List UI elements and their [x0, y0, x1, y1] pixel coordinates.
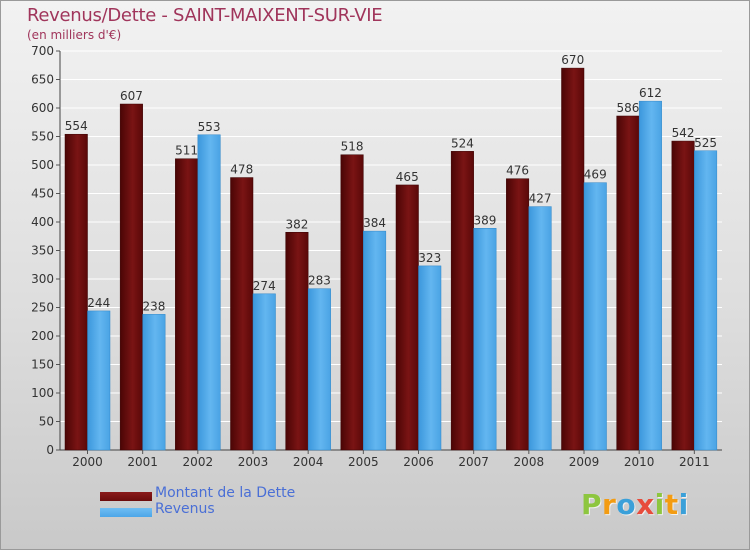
data-label-dette: 542 [672, 126, 695, 140]
bar-dette [175, 158, 199, 451]
data-label-revenus: 244 [87, 296, 110, 310]
legend-swatch-revenus [100, 508, 152, 517]
x-tick-label: 2002 [183, 455, 214, 469]
x-tick-label: 2010 [624, 455, 655, 469]
bar-revenus [197, 134, 221, 451]
bar-revenus [583, 182, 607, 451]
bar-revenus [363, 230, 387, 451]
legend-label-dette: Montant de la Dette [155, 485, 296, 501]
legend-label-revenus: Revenus [155, 501, 215, 517]
proxiti-logo: Proxiti [581, 488, 689, 521]
bar-revenus [473, 228, 497, 451]
bar-revenus [528, 206, 552, 451]
x-tick-label: 2007 [458, 455, 489, 469]
data-label-dette: 554 [65, 119, 88, 133]
y-tick-label: 50 [39, 415, 54, 429]
bar-dette [506, 178, 530, 451]
x-tick-label: 2000 [72, 455, 103, 469]
data-label-revenus: 525 [694, 136, 717, 150]
bar-revenus [87, 310, 111, 451]
bar-dette [450, 151, 474, 451]
y-tick-label: 650 [31, 73, 54, 87]
bar-dette [616, 115, 640, 451]
data-label-revenus: 238 [142, 299, 165, 313]
x-tick-label: 2003 [238, 455, 269, 469]
data-label-dette: 607 [120, 89, 143, 103]
x-tick-label: 2009 [569, 455, 600, 469]
data-label-revenus: 469 [584, 168, 607, 182]
logo-letter: t [664, 488, 679, 521]
bar-dette [119, 103, 143, 451]
bar-revenus [252, 293, 276, 451]
y-tick-label: 700 [31, 44, 54, 58]
data-label-revenus: 553 [198, 120, 221, 134]
y-tick-label: 500 [31, 158, 54, 172]
bar-dette [561, 67, 585, 451]
bar-dette [285, 232, 309, 451]
bar-revenus [418, 265, 442, 451]
y-tick-label: 600 [31, 101, 54, 115]
data-label-dette: 382 [285, 217, 308, 231]
bar-revenus [694, 150, 718, 451]
y-tick-label: 400 [31, 215, 54, 229]
y-tick-label: 450 [31, 187, 54, 201]
y-tick-label: 300 [31, 272, 54, 286]
x-tick-label: 2001 [127, 455, 158, 469]
logo-letter: o [616, 488, 637, 521]
bar-dette [395, 184, 419, 451]
data-label-revenus: 274 [253, 279, 276, 293]
legend-swatch-dette [100, 492, 152, 501]
bar-revenus [307, 288, 331, 451]
y-tick-label: 250 [31, 301, 54, 315]
y-tick-label: 150 [31, 358, 54, 372]
data-label-revenus: 323 [418, 251, 441, 265]
y-tick-label: 550 [31, 130, 54, 144]
x-tick-label: 2011 [679, 455, 710, 469]
x-tick-label: 2004 [293, 455, 324, 469]
bar-dette [671, 140, 695, 451]
data-label-dette: 524 [451, 136, 474, 150]
y-tick-label: 100 [31, 386, 54, 400]
logo-letter: P [581, 488, 603, 521]
data-label-dette: 586 [616, 101, 639, 115]
data-label-dette: 518 [341, 140, 364, 154]
chart-title: Revenus/Dette - SAINT-MAIXENT-SUR-VIE [27, 5, 383, 26]
logo-letter: i [678, 488, 689, 521]
bar-revenus [142, 314, 166, 451]
data-label-dette: 476 [506, 164, 529, 178]
x-tick-label: 2005 [348, 455, 379, 469]
data-label-revenus: 283 [308, 274, 331, 288]
y-tick-label: 200 [31, 329, 54, 343]
data-label-revenus: 384 [363, 216, 386, 230]
data-label-dette: 465 [396, 170, 419, 184]
logo-letter: r [602, 488, 617, 521]
y-tick-label: 350 [31, 244, 54, 258]
x-tick-label: 2008 [514, 455, 545, 469]
data-label-revenus: 612 [639, 86, 662, 100]
data-label-revenus: 389 [473, 213, 496, 227]
logo-letter: x [636, 488, 655, 521]
bar-revenus [638, 100, 662, 451]
data-label-dette: 511 [175, 144, 198, 158]
data-label-dette: 478 [230, 163, 253, 177]
data-label-dette: 670 [561, 53, 584, 67]
y-tick-label: 0 [46, 443, 54, 457]
bar-dette [230, 177, 254, 451]
logo-letter: i [654, 488, 665, 521]
bar-dette [340, 154, 364, 451]
bar-dette [64, 133, 88, 451]
chart-subtitle: (en milliers d'€) [27, 28, 122, 42]
data-label-revenus: 427 [529, 192, 552, 206]
x-tick-label: 2006 [403, 455, 434, 469]
